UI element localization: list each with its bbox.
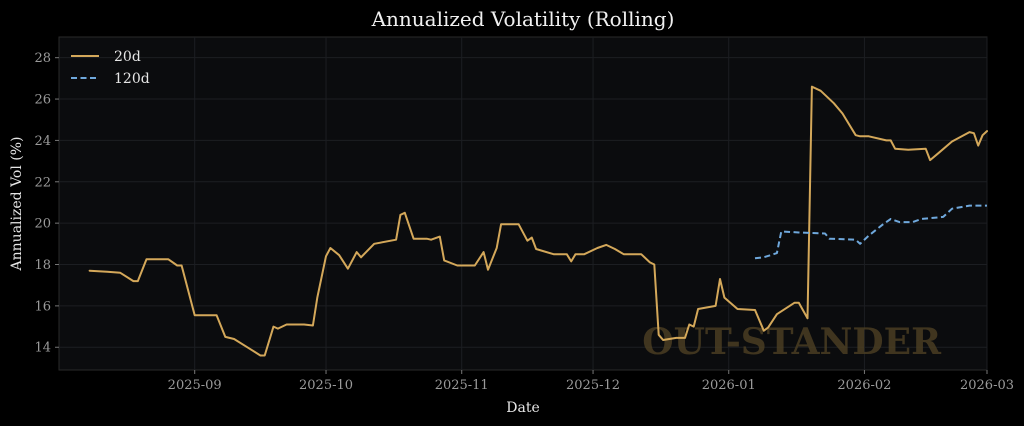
- y-axis-label: Annualized Vol (%): [9, 137, 25, 272]
- watermark: OUT-STANDER: [642, 321, 942, 363]
- grid-lines: [59, 37, 988, 370]
- x-axis-ticks: 2025-09 2025-10 2025-11 2025-12 2026-01 2026-…: [168, 370, 1014, 393]
- series-lines: [88, 85, 988, 357]
- x-tick-label: 2025-12: [566, 378, 620, 393]
- legend-label-20d: 20d: [114, 49, 141, 65]
- legend-label-120d: 120d: [114, 71, 150, 87]
- x-tick-label: 2026-02: [837, 378, 891, 393]
- x-tick-label: 2025-11: [435, 378, 489, 393]
- y-tick-label: 18: [34, 258, 51, 273]
- series-line-20d: [88, 85, 988, 357]
- series-line-120d: [754, 204, 987, 260]
- x-tick-label: 2026-03: [960, 378, 1014, 393]
- y-tick-label: 28: [34, 51, 51, 66]
- x-tick-label: 2025-10: [299, 378, 353, 393]
- chart-title: Annualized Volatility (Rolling): [371, 7, 675, 31]
- x-axis-label: Date: [506, 400, 539, 416]
- legend: 20d 120d: [71, 49, 150, 87]
- y-tick-label: 26: [34, 93, 51, 108]
- y-axis-ticks: 14 16 18 20 22 24 26 28: [34, 51, 59, 356]
- x-tick-label: 2025-09: [168, 378, 222, 393]
- y-tick-label: 14: [34, 341, 51, 356]
- y-tick-label: 16: [34, 299, 51, 314]
- y-tick-label: 22: [34, 175, 51, 190]
- y-tick-label: 20: [34, 217, 51, 232]
- x-tick-label: 2026-01: [702, 378, 756, 393]
- y-tick-label: 24: [34, 134, 51, 149]
